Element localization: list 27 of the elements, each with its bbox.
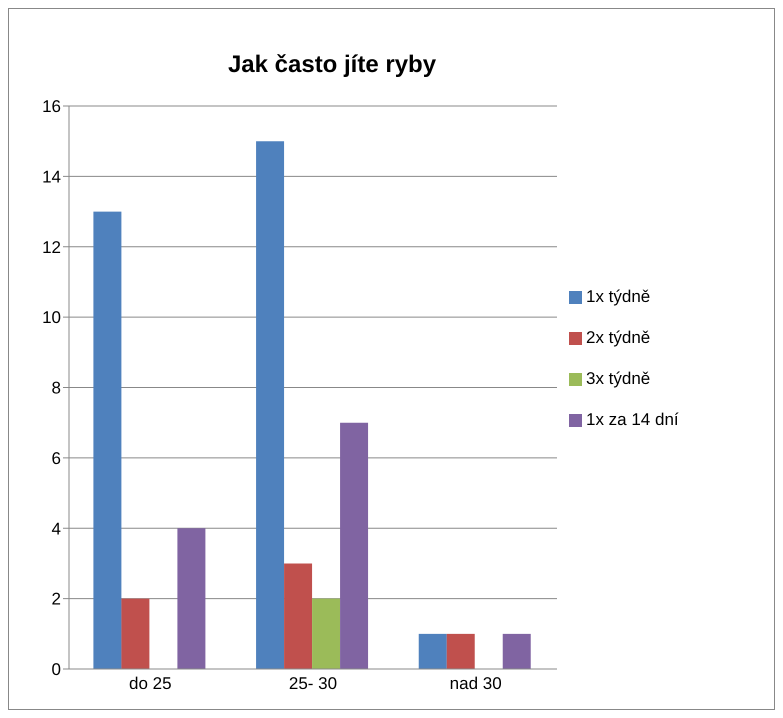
legend-label: 3x týdně [586,369,650,388]
bar [312,598,340,669]
bar [502,634,531,669]
x-tick-label: 25- 30 [288,674,338,694]
bar [121,598,150,669]
y-tick-label: 10 [42,308,61,328]
y-tick-label: 14 [42,167,61,186]
x-tick-label: do 25 [129,674,172,694]
bar [284,563,312,669]
y-tick-label: 6 [52,448,61,468]
y-tick-label: 12 [42,238,61,257]
bar [340,422,368,669]
bar [93,212,122,669]
chart-title: Jak často jíte ryby [226,51,438,79]
y-tick-label: 4 [52,519,61,538]
y-tick-label: 16 [42,97,61,116]
bar [418,634,447,669]
legend-label: 1x týdně [586,287,650,306]
bar [177,528,206,669]
legend-label: 2x týdně [586,328,650,347]
x-tick-label: nad 30 [450,674,502,694]
bar [446,634,475,669]
bar [256,141,284,669]
y-tick-label: 0 [52,660,61,680]
y-tick-label: 2 [52,590,61,609]
y-tick-label: 8 [52,378,61,398]
legend-label: 1x za 14 dní [586,410,679,429]
